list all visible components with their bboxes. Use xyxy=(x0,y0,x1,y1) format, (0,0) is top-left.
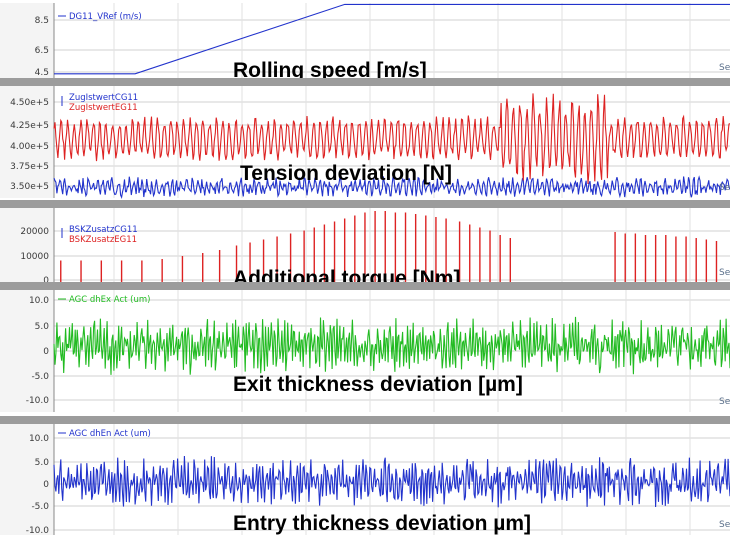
y-tick-label: 6.5 xyxy=(35,46,49,56)
panel-separator xyxy=(0,416,730,424)
panel-separator xyxy=(0,282,730,290)
legend-label: ZugIstwertCG11 xyxy=(69,93,138,103)
legend-label: BSKZusatzCG11 xyxy=(69,225,138,235)
panel-3: 20000100000BSKZusatzCG11BSKZusatzEG11SeA… xyxy=(0,200,730,290)
y-tick-label: 10000 xyxy=(20,252,49,262)
y-tick-label: 4.50e+5 xyxy=(10,98,49,108)
series-line-2 xyxy=(53,93,730,185)
y-tick-label: 0 xyxy=(43,480,49,490)
y-tick-label: 0 xyxy=(43,347,49,357)
panel-2: 4.50e+5 4.25e+5 4.00e+5 3.75e+5 3.50e+5 ZugIs… xyxy=(0,78,730,199)
panel-title: Entry thickness deviation µm] xyxy=(233,512,531,535)
y-tick-label: -10.0 xyxy=(26,526,50,535)
corner-label: Se xyxy=(719,520,730,530)
y-tick-label: 8.5 xyxy=(35,16,49,26)
series-line-1 xyxy=(53,175,730,199)
axis-gutter xyxy=(0,86,54,198)
legend-label: AGC dhEx Act (um) xyxy=(69,295,150,305)
y-tick-label: 10.0 xyxy=(29,434,49,444)
corner-label: Se xyxy=(719,268,730,278)
legend-label: BSKZusatzEG11 xyxy=(69,235,137,245)
panel-separator xyxy=(0,78,730,86)
panel-separator xyxy=(0,200,730,208)
panel-5: 10.0 5.0 0 -5.0 -10.0 AGC dhEn Act (um) Se Entr… xyxy=(0,416,730,535)
panel-4: 10.0 5.0 0 -5.0 -10.0 AGC dhEx Act (um) Se Exit… xyxy=(0,282,730,412)
plot-area xyxy=(54,208,730,283)
y-tick-label: 10.0 xyxy=(29,296,49,306)
y-tick-label: -10.0 xyxy=(26,396,50,406)
panel-1: 8.5 6.5 4.5 DG11_VRef (m/s) Se Rolling speed … xyxy=(0,3,730,82)
y-tick-label: -5.0 xyxy=(31,502,49,512)
y-tick-label: -5.0 xyxy=(31,372,49,382)
legend-label: DG11_VRef (m/s) xyxy=(69,12,142,22)
y-tick-label: 4.00e+5 xyxy=(10,142,49,152)
legend-label: ZugIstwertEG11 xyxy=(69,103,138,113)
corner-label: Se xyxy=(719,397,730,407)
axis-gutter xyxy=(0,3,54,78)
y-tick-label: 5.0 xyxy=(35,458,50,468)
axis-gutter xyxy=(0,290,54,412)
panel-title: Tension deviation [N] xyxy=(240,162,452,185)
series-line-1 xyxy=(54,3,730,75)
y-tick-label: 4.5 xyxy=(35,68,49,78)
y-tick-label: 3.50e+5 xyxy=(10,182,49,192)
axis-gutter xyxy=(0,208,54,283)
plot-area xyxy=(54,3,730,78)
series-line-1 xyxy=(53,316,730,375)
y-tick-label: 0 xyxy=(43,276,49,286)
y-tick-label: 3.75e+5 xyxy=(10,162,49,172)
legend-label: AGC dhEn Act (um) xyxy=(69,429,151,439)
corner-label: Se xyxy=(719,183,730,193)
y-tick-label: 4.25e+5 xyxy=(10,121,49,131)
axis-gutter xyxy=(0,424,54,535)
y-tick-label: 5.0 xyxy=(35,322,50,332)
corner-label: Se xyxy=(719,63,730,73)
series-line-1 xyxy=(53,455,730,508)
panel-title: Exit thickness deviation [µm] xyxy=(233,373,523,396)
panel-title: Rolling speed [m/s] xyxy=(233,59,427,82)
y-tick-label: 20000 xyxy=(20,227,49,237)
